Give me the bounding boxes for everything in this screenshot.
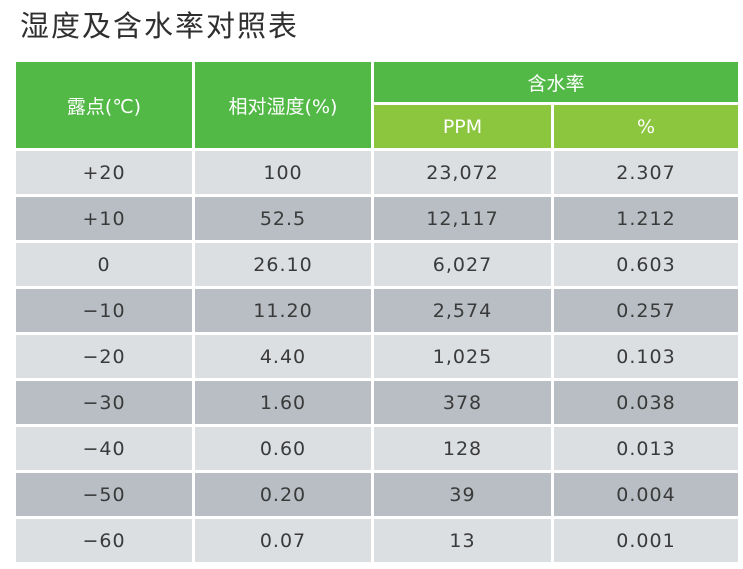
page-title: 湿度及含水率对照表 — [20, 9, 300, 43]
header-percent: % — [554, 105, 739, 148]
table-row: −10 11.20 2,574 0.257 — [16, 289, 739, 332]
header-relative-humidity: 相对湿度(%) — [195, 62, 371, 148]
cell-percent: 2.307 — [554, 151, 739, 194]
cell-ppm: 23,072 — [374, 151, 551, 194]
cell-relative-humidity: 52.5 — [195, 197, 371, 240]
table-row: +20 100 23,072 2.307 — [16, 151, 739, 194]
cell-percent: 0.013 — [554, 427, 739, 470]
cell-relative-humidity: 1.60 — [195, 381, 371, 424]
table-row: 0 26.10 6,027 0.603 — [16, 243, 739, 286]
cell-dew-point: −20 — [16, 335, 192, 378]
cell-relative-humidity: 26.10 — [195, 243, 371, 286]
cell-dew-point: 0 — [16, 243, 192, 286]
header-dew-point: 露点(℃) — [16, 62, 192, 148]
header-ppm: PPM — [374, 105, 551, 148]
cell-relative-humidity: 0.60 — [195, 427, 371, 470]
cell-ppm: 378 — [374, 381, 551, 424]
cell-dew-point: +20 — [16, 151, 192, 194]
cell-percent: 0.001 — [554, 519, 739, 562]
cell-percent: 0.257 — [554, 289, 739, 332]
table-row: +10 52.5 12,117 1.212 — [16, 197, 739, 240]
table-header: 露点(℃) 相对湿度(%) 含水率 PPM % — [16, 62, 739, 148]
cell-ppm: 1,025 — [374, 335, 551, 378]
cell-ppm: 39 — [374, 473, 551, 516]
cell-relative-humidity: 11.20 — [195, 289, 371, 332]
humidity-table: 露点(℃) 相对湿度(%) 含水率 PPM % +20 100 23,072 2… — [13, 59, 741, 565]
cell-percent: 0.038 — [554, 381, 739, 424]
header-water-content: 含水率 — [374, 62, 739, 102]
table-row: −60 0.07 13 0.001 — [16, 519, 739, 562]
cell-ppm: 12,117 — [374, 197, 551, 240]
cell-percent: 1.212 — [554, 197, 739, 240]
cell-percent: 0.103 — [554, 335, 739, 378]
cell-relative-humidity: 4.40 — [195, 335, 371, 378]
cell-relative-humidity: 0.07 — [195, 519, 371, 562]
cell-ppm: 2,574 — [374, 289, 551, 332]
cell-percent: 0.603 — [554, 243, 739, 286]
cell-dew-point: −50 — [16, 473, 192, 516]
cell-dew-point: +10 — [16, 197, 192, 240]
cell-ppm: 128 — [374, 427, 551, 470]
cell-dew-point: −30 — [16, 381, 192, 424]
table-row: −20 4.40 1,025 0.103 — [16, 335, 739, 378]
table-row: −40 0.60 128 0.013 — [16, 427, 739, 470]
table-row: −50 0.20 39 0.004 — [16, 473, 739, 516]
cell-dew-point: −40 — [16, 427, 192, 470]
cell-relative-humidity: 100 — [195, 151, 371, 194]
cell-dew-point: −60 — [16, 519, 192, 562]
table-row: −30 1.60 378 0.038 — [16, 381, 739, 424]
cell-dew-point: −10 — [16, 289, 192, 332]
cell-percent: 0.004 — [554, 473, 739, 516]
cell-ppm: 13 — [374, 519, 551, 562]
table-body: +20 100 23,072 2.307 +10 52.5 12,117 1.2… — [16, 151, 739, 562]
cell-ppm: 6,027 — [374, 243, 551, 286]
cell-relative-humidity: 0.20 — [195, 473, 371, 516]
